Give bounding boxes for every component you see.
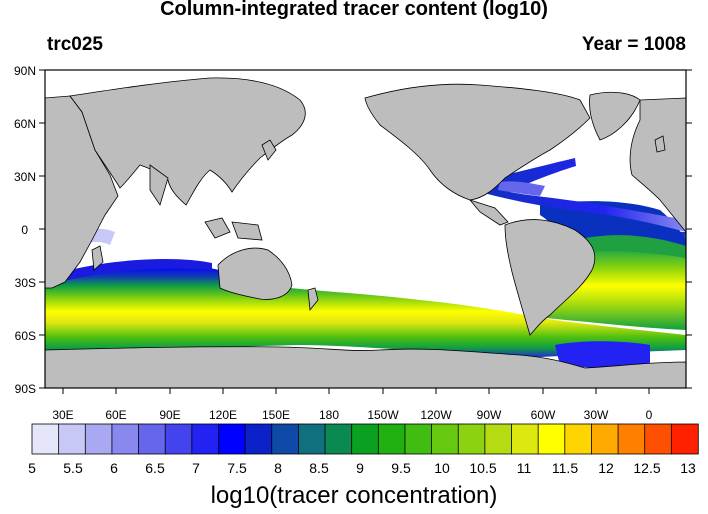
colorbar-label-9-5: 9.5 xyxy=(391,460,411,476)
colorbar-label-11: 11 xyxy=(517,460,532,476)
lon-label-30e: 30E xyxy=(52,408,73,422)
lon-label-90w: 90W xyxy=(477,408,502,422)
colorbar-swatch xyxy=(218,423,246,455)
lon-label-30w: 30W xyxy=(584,408,609,422)
colorbar-swatch xyxy=(271,423,300,455)
japan xyxy=(261,139,277,161)
lon-label-180: 180 xyxy=(319,408,339,422)
eurasia xyxy=(69,77,306,206)
lat-label-30n: 30N xyxy=(14,170,36,184)
colorbar-swatch xyxy=(351,423,380,455)
colorbar-swatch xyxy=(564,423,593,455)
colorbar-label-6-5: 6.5 xyxy=(145,460,165,476)
colorbar-label-12-5: 12.5 xyxy=(633,460,660,476)
colorbar-swatch xyxy=(31,423,60,455)
colorbar-swatch xyxy=(138,423,166,455)
colorbar-swatch xyxy=(164,423,193,455)
colorbar-swatch xyxy=(297,423,326,455)
weddell-sea-field xyxy=(555,341,650,369)
colorbar-label-7-5: 7.5 xyxy=(227,460,247,476)
colorbar-swatch xyxy=(377,423,406,455)
year-label: Year = 1008 xyxy=(581,34,686,55)
caribbean-field xyxy=(498,181,545,196)
borneo xyxy=(204,217,231,239)
colorbar-label-6: 6 xyxy=(110,460,118,476)
lat-label-30s: 30S xyxy=(15,276,36,290)
colorbar-swatch xyxy=(191,423,220,455)
greenland xyxy=(589,91,641,141)
colorbar-swatch xyxy=(537,423,566,455)
colorbar-swatch xyxy=(484,423,513,455)
colorbar-swatch xyxy=(244,423,273,455)
australia xyxy=(217,247,293,300)
madagascar xyxy=(91,245,104,271)
central-america xyxy=(468,199,509,226)
colorbar-swatch xyxy=(111,423,140,455)
lat-label-0: 0 xyxy=(21,223,28,237)
longitude-axis xyxy=(62,388,650,394)
lat-label-60n: 60N xyxy=(14,117,36,131)
new-zealand xyxy=(307,287,319,312)
lon-label-150w: 150W xyxy=(367,408,399,422)
north-america xyxy=(364,83,591,201)
colorbar-label-8: 8 xyxy=(274,460,282,476)
south-america xyxy=(504,219,596,336)
europe-africa-west xyxy=(629,97,686,233)
colorbar-label-13: 13 xyxy=(680,460,696,476)
lon-label-0: 0 xyxy=(646,408,653,422)
colorbar-swatch xyxy=(457,423,486,455)
colorbar-swatch xyxy=(58,423,86,455)
colorbar-label-8-5: 8.5 xyxy=(309,460,329,476)
new-guinea xyxy=(231,221,263,241)
colorbar-label-11-5: 11.5 xyxy=(552,460,578,476)
lon-label-150e: 150E xyxy=(262,408,290,422)
colorbar-title: log10(tracer concentration) xyxy=(210,482,498,509)
plot-title: Column-integrated tracer content (log10) xyxy=(160,0,548,20)
india xyxy=(149,164,169,206)
colorbar-label-5: 5 xyxy=(28,460,36,476)
lon-label-60e: 60E xyxy=(105,408,126,422)
equatorial-atlantic-green xyxy=(585,235,686,258)
colorbar-label-12: 12 xyxy=(598,460,614,476)
colorbar-swatch xyxy=(404,423,433,455)
colorbar-labels: 5 5.5 6 6.5 7 7.5 8 8.5 9 9.5 10 10.5 11… xyxy=(28,460,696,476)
colorbar-swatch xyxy=(511,423,539,455)
lat-label-90n: 90N xyxy=(14,64,36,78)
colorbar-swatch xyxy=(324,423,353,455)
lon-label-120w: 120W xyxy=(420,408,452,422)
land-masks xyxy=(45,77,686,388)
colorbar-label-10: 10 xyxy=(434,460,450,476)
colorbar-swatch xyxy=(431,423,459,455)
tracer-name-label: trc025 xyxy=(47,34,103,55)
colorbar-label-7: 7 xyxy=(192,460,200,476)
antarctica xyxy=(45,346,686,388)
north-atlantic-field xyxy=(480,158,686,232)
lat-label-90s: 90S xyxy=(15,382,36,396)
lon-label-120e: 120E xyxy=(209,408,237,422)
colorbar xyxy=(31,423,699,455)
colorbar-swatch xyxy=(617,423,646,455)
colorbar-swatch xyxy=(644,423,673,455)
colorbar-label-5-5: 5.5 xyxy=(63,460,83,476)
lon-label-60w: 60W xyxy=(531,408,556,422)
colorbar-swatch xyxy=(591,423,619,455)
colorbar-label-9: 9 xyxy=(356,460,364,476)
colorbar-swatch xyxy=(670,423,699,455)
lat-label-60s: 60S xyxy=(15,329,36,343)
colorbar-swatch xyxy=(84,423,113,455)
colorbar-label-10-5: 10.5 xyxy=(469,460,496,476)
british-isles xyxy=(654,135,666,153)
latitude-axis xyxy=(39,69,692,389)
southern-ocean-band xyxy=(45,265,686,357)
lon-label-90e: 90E xyxy=(159,408,180,422)
